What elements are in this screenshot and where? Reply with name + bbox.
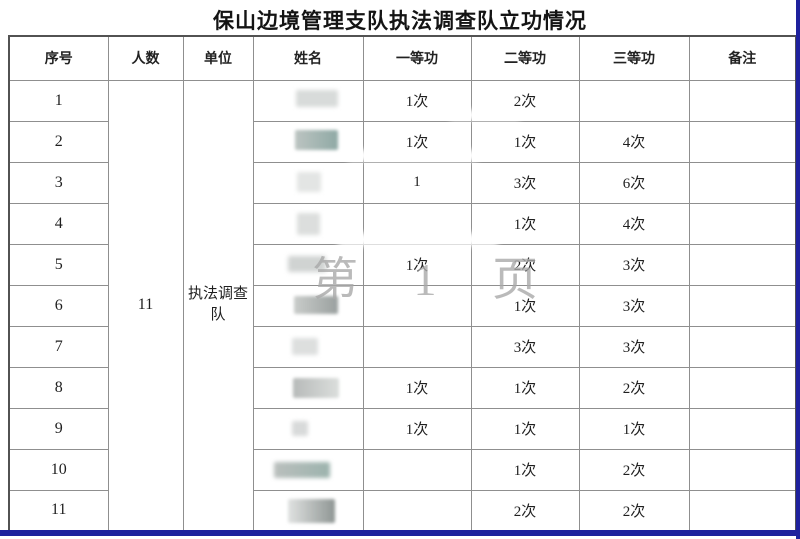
second-class-merit-cell: 2次 <box>470 79 580 122</box>
first-class-merit-cell: 1 <box>362 161 472 204</box>
third-class-merit-cell: 2次 <box>578 366 690 409</box>
name-cell <box>252 202 364 245</box>
second-class-merit-cell: 1次 <box>470 120 580 163</box>
remark-cell <box>688 202 797 245</box>
third-class-merit-cell: 6次 <box>578 161 690 204</box>
remark-cell <box>688 407 797 450</box>
third-class-merit-cell: 2次 <box>578 448 690 491</box>
serial-number-cell: 6 <box>8 284 109 327</box>
remark-cell <box>688 120 797 163</box>
headcount-cell: 11 <box>107 79 184 532</box>
column-header: 单位 <box>182 35 254 81</box>
third-class-merit-cell: 3次 <box>578 284 690 327</box>
name-cell <box>252 243 364 286</box>
second-class-merit-cell: 1次 <box>470 202 580 245</box>
serial-number-cell: 4 <box>8 202 109 245</box>
serial-number-cell: 10 <box>8 448 109 491</box>
third-class-merit-cell <box>578 79 690 122</box>
remark-cell <box>688 284 797 327</box>
name-cell <box>252 79 364 122</box>
first-class-merit-cell: 1次 <box>362 120 472 163</box>
name-cell <box>252 325 364 368</box>
table-row: 1 11 执法调查队 1次 2次 <box>8 79 797 532</box>
first-class-merit-cell <box>362 489 472 532</box>
serial-number-cell: 11 <box>8 489 109 532</box>
remark-cell <box>688 366 797 409</box>
name-cell <box>252 407 364 450</box>
name-cell <box>252 120 364 163</box>
name-cell <box>252 489 364 532</box>
serial-number-cell: 7 <box>8 325 109 368</box>
name-cell <box>252 161 364 204</box>
third-class-merit-cell: 2次 <box>578 489 690 532</box>
name-cell <box>252 366 364 409</box>
first-class-merit-cell: 1次 <box>362 243 472 286</box>
column-header: 姓名 <box>252 35 364 81</box>
second-class-merit-cell: 3次 <box>470 325 580 368</box>
third-class-merit-cell: 1次 <box>578 407 690 450</box>
third-class-merit-cell: 4次 <box>578 120 690 163</box>
remark-cell <box>688 325 797 368</box>
name-cell <box>252 284 364 327</box>
first-class-merit-cell: 1次 <box>362 366 472 409</box>
table-row: 7 3次 3次 <box>8 325 797 368</box>
third-class-merit-cell: 3次 <box>578 243 690 286</box>
first-class-merit-cell <box>362 284 472 327</box>
header-row: 序号 人数 单位 姓名 一等功 二等功 三等功 备注 <box>8 35 797 81</box>
remark-cell <box>688 161 797 204</box>
remark-cell <box>688 243 797 286</box>
column-header: 备注 <box>688 35 797 81</box>
serial-number-cell: 9 <box>8 407 109 450</box>
column-header: 二等功 <box>470 35 580 81</box>
second-class-merit-cell: 1次 <box>470 407 580 450</box>
first-class-merit-cell <box>362 325 472 368</box>
second-class-merit-cell: 1次 <box>470 448 580 491</box>
second-class-merit-cell: 3次 <box>470 161 580 204</box>
name-cell <box>252 448 364 491</box>
table-row: 11 2次 2次 <box>8 489 797 532</box>
serial-number-cell: 8 <box>8 366 109 409</box>
serial-number-cell: 5 <box>8 243 109 286</box>
table-row: 5 1次 2次 3次 <box>8 243 797 286</box>
third-class-merit-cell: 3次 <box>578 325 690 368</box>
first-class-merit-cell <box>362 448 472 491</box>
serial-number-cell: 1 <box>8 79 109 122</box>
column-header: 一等功 <box>362 35 472 81</box>
remark-cell <box>688 448 797 491</box>
second-class-merit-cell: 1次 <box>470 366 580 409</box>
unit-cell: 执法调查队 <box>182 79 254 532</box>
table-row: 9 1次 1次 1次 <box>8 407 797 450</box>
second-class-merit-cell: 1次 <box>470 284 580 327</box>
page-edge-right <box>796 0 800 539</box>
column-header: 三等功 <box>578 35 690 81</box>
second-class-merit-cell: 2次 <box>470 489 580 532</box>
page-title: 保山边境管理支队执法调查队立功情况 <box>213 9 587 33</box>
third-class-merit-cell: 4次 <box>578 202 690 245</box>
serial-number-cell: 2 <box>8 120 109 163</box>
remark-cell <box>688 79 797 122</box>
second-class-merit-cell: 2次 <box>470 243 580 286</box>
merit-table: 序号 人数 单位 姓名 一等功 二等功 三等功 备注 1 11 执法调查队 1次 2次 2 1次 1次 4次 3… <box>8 35 797 532</box>
serial-number-cell: 3 <box>8 161 109 204</box>
column-header: 序号 <box>8 35 109 81</box>
first-class-merit-cell: 1次 <box>362 407 472 450</box>
page-edge-bottom <box>0 530 800 536</box>
first-class-merit-cell <box>362 202 472 245</box>
first-class-merit-cell: 1次 <box>362 79 472 122</box>
remark-cell <box>688 489 797 532</box>
column-header: 人数 <box>107 35 184 81</box>
